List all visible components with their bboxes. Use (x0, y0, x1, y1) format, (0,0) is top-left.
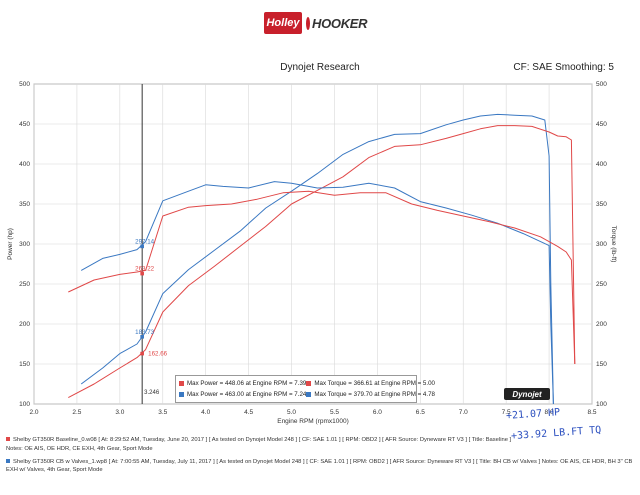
legend-row-run2: Max Power = 463.00 at Engine RPM = 7.24 … (179, 389, 435, 399)
y-right-tick-label: 300 (596, 241, 607, 248)
series-line-blue-torque (80, 181, 554, 405)
footer-run2-text: Shelby GT350R CB w Valves_1.wp8 [ At: 7:… (6, 459, 633, 473)
y-left-tick-label: 200 (19, 321, 30, 328)
point-value-label: 263.22 (135, 266, 154, 273)
grid (33, 83, 593, 405)
x-tick-label: 8.5 (587, 409, 596, 416)
footer-run2-marker (6, 459, 10, 463)
series-line-red-torque (68, 190, 576, 365)
page-title: Dynojet Research (280, 62, 360, 73)
legend-run2-power: Max Power = 463.00 at Engine RPM = 7.24 (187, 390, 307, 398)
point-marker-red (140, 271, 144, 276)
footer-run1-marker (6, 437, 10, 441)
legend-row-run1: Max Power = 448.06 at Engine RPM = 7.39 … (179, 378, 435, 388)
point-labels: 297.14 263.22 183.73 162.66 (135, 238, 167, 357)
point-marker-blue (140, 244, 144, 249)
y-right-tick-label: 200 (596, 321, 607, 328)
y-right-tick-label: 150 (596, 361, 607, 368)
holley-logo: Holley (264, 12, 302, 34)
cf-smoothing-label: CF: SAE Smoothing: 5 (513, 62, 614, 73)
y-right-tick-label: 400 (596, 161, 607, 168)
legend: Max Power = 448.06 at Engine RPM = 7.39 … (175, 375, 435, 403)
y-left-tick-label: 350 (19, 201, 30, 208)
x-tick-label: 8.0 (545, 409, 554, 416)
x-tick-label: 3.5 (158, 409, 167, 416)
legend-run1-torque: Max Torque = 366.61 at Engine RPM = 5.00 (314, 379, 435, 387)
footer-run1-text: Shelby GT350R Baseline_0.w08 [ At: 8:29:… (13, 437, 512, 443)
footer-run2-line: Shelby GT350R CB w Valves_1.wp8 [ At: 7:… (6, 458, 638, 474)
x-tick-label: 5.0 (287, 409, 296, 416)
x-tick-label: 4.0 (201, 409, 210, 416)
hooker-ring-icon (306, 16, 310, 30)
x-tick-label: 5.5 (330, 409, 339, 416)
y-left-tick-label: 500 (19, 81, 30, 88)
footer-run1-line1: Shelby GT350R Baseline_0.w08 [ At: 8:29:… (6, 437, 511, 443)
x-tick-label: 3.0 (115, 409, 124, 416)
y-left-tick-label: 250 (19, 281, 30, 288)
x-axis-label: Engine RPM (rpmx1000) (277, 418, 349, 425)
hooker-logo: HOOKER (306, 13, 368, 33)
series-line-red-power (68, 125, 576, 399)
y-left-tick-label: 300 (19, 241, 30, 248)
point-value-label: 162.66 (148, 351, 167, 358)
rpm-cursor-label: 3.246 (144, 390, 160, 396)
point-value-label: 183.73 (135, 329, 154, 336)
point-marker-blue (140, 335, 144, 339)
series-lines (68, 113, 576, 405)
legend-run1-power: Max Power = 448.06 at Engine RPM = 7.39 (187, 379, 307, 387)
legend-swatch-blue (179, 391, 184, 397)
y-left-axis-label: Power (hp) (7, 228, 14, 260)
y-left-tick-label: 150 (19, 361, 30, 368)
y-left-tick-label: 450 (19, 121, 30, 128)
y-right-tick-label: 100 (596, 401, 607, 408)
footer-run1-line2: Notes: OE AIS, OE HDR, CE EXH, 4th Gear,… (6, 446, 153, 452)
legend-swatch-red-2 (306, 380, 312, 386)
x-tick-label: 7.5 (502, 409, 511, 416)
y-left-tick-label: 400 (19, 161, 30, 168)
x-tick-label: 2.0 (29, 409, 38, 416)
legend-swatch-red (179, 380, 184, 386)
legend-swatch-blue-2 (306, 391, 312, 397)
hooker-logo-text: HOOKER (312, 15, 368, 31)
point-value-label: 297.14 (135, 238, 154, 245)
y-right-tick-label: 350 (596, 201, 607, 208)
x-tick-label: 6.5 (416, 409, 425, 416)
y-right-tick-label: 250 (596, 281, 607, 288)
y-right-tick-label: 500 (596, 81, 607, 88)
y-right-tick-label: 450 (596, 121, 607, 128)
x-tick-label: 4.5 (244, 409, 253, 416)
point-marker-red (140, 351, 144, 356)
x-tick-label: 6.0 (373, 409, 382, 416)
y-left-tick-label: 100 (19, 401, 30, 408)
legend-run2-torque: Max Torque = 379.70 at Engine RPM = 4.78 (314, 390, 435, 398)
dynojet-logo: Dynojet (504, 388, 550, 400)
x-tick-label: 2.5 (72, 409, 81, 416)
x-tick-label: 7.0 (459, 409, 468, 416)
y-right-axis-label: Torque (lb-ft) (610, 226, 617, 263)
axes: 2.0 2.5 3.0 3.5 4.0 4.5 5.0 5.5 6.0 6.5 7.0 7.5 8.0 8… (7, 81, 617, 425)
series-line-blue-power (80, 113, 554, 405)
